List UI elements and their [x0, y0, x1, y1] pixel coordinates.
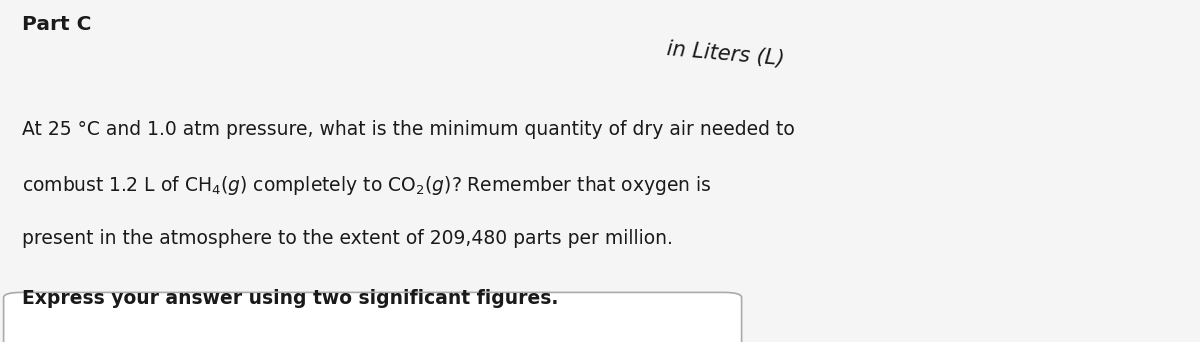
- Text: in Liters (L): in Liters (L): [666, 39, 785, 69]
- FancyBboxPatch shape: [4, 292, 742, 342]
- Text: Part C: Part C: [22, 15, 91, 35]
- Text: At 25 °C and 1.0 atm pressure, what is the minimum quantity of dry air needed to: At 25 °C and 1.0 atm pressure, what is t…: [22, 120, 794, 139]
- Text: Express your answer using two significant figures.: Express your answer using two significan…: [22, 289, 558, 308]
- Text: present in the atmosphere to the extent of 209,480 parts per million.: present in the atmosphere to the extent …: [22, 229, 672, 248]
- Text: combust 1.2 L of CH$_4$($g$) completely to CO$_2$($g$)? Remember that oxygen is: combust 1.2 L of CH$_4$($g$) completely …: [22, 174, 712, 197]
